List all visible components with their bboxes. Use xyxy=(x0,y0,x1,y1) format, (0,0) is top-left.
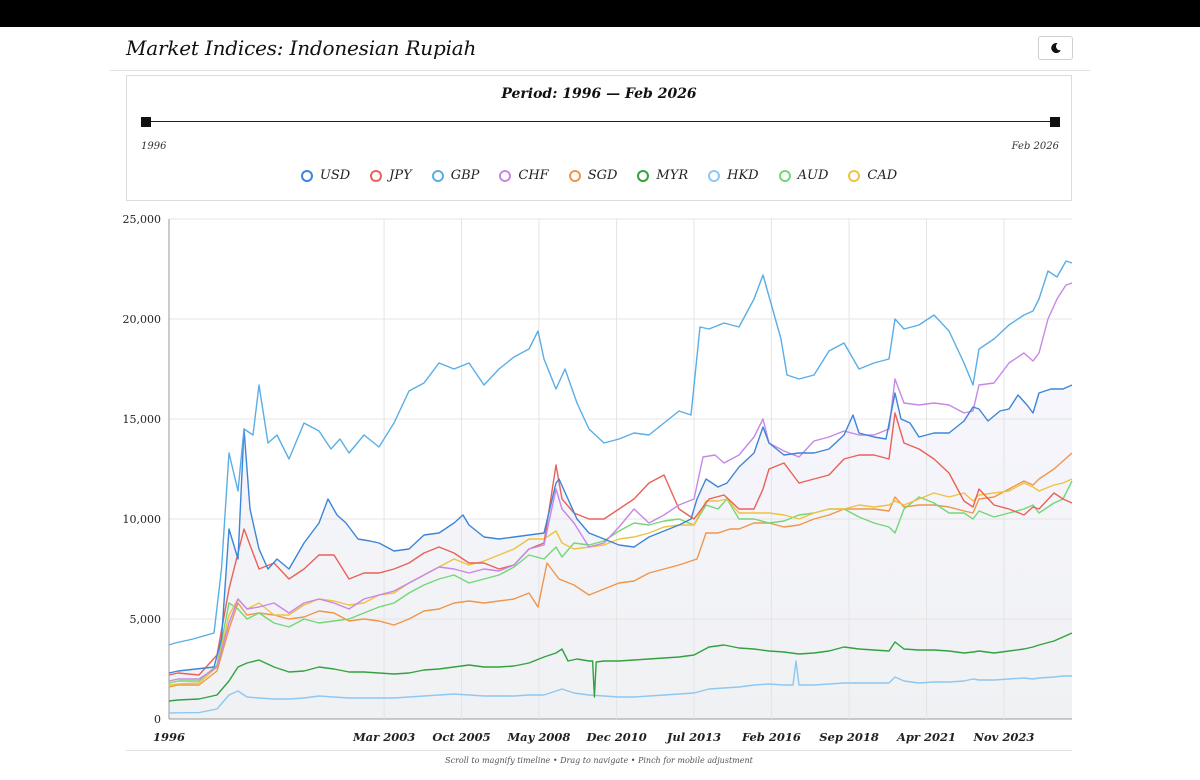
y-tick-label: 20,000 xyxy=(123,313,162,326)
series-line-chf xyxy=(168,282,1073,682)
x-tick-label: Mar 2003 xyxy=(352,730,415,744)
legend-item-aud[interactable]: AUD xyxy=(778,168,829,183)
series-line-hkd xyxy=(168,660,1072,714)
legend-label: USD xyxy=(319,168,351,183)
x-tick-label: Jul 2013 xyxy=(665,730,721,744)
x-tick-label: Nov 2023 xyxy=(972,730,1034,744)
timeline-end-handle[interactable] xyxy=(1050,117,1060,127)
usd-area-fill xyxy=(169,385,1072,719)
y-tick-label: 10,000 xyxy=(123,513,162,526)
legend-marker-icon xyxy=(370,169,383,182)
legend-label: GBP xyxy=(450,168,480,183)
legend-marker-icon xyxy=(300,169,313,182)
moon-icon xyxy=(1050,43,1061,54)
x-tick-label: Oct 2005 xyxy=(432,730,490,744)
legend-marker-icon xyxy=(778,169,791,182)
y-tick-label: 15,000 xyxy=(123,413,162,426)
header: Market Indices: Indonesian Rupiah xyxy=(110,27,1090,71)
timeline-start-handle[interactable] xyxy=(141,117,151,127)
legend-item-myr[interactable]: MYR xyxy=(637,168,688,183)
timeline-track[interactable] xyxy=(145,121,1055,122)
legend-item-sgd[interactable]: SGD xyxy=(568,168,618,183)
page-title: Market Indices: Indonesian Rupiah xyxy=(126,36,477,60)
legend-label: AUD xyxy=(797,168,829,183)
legend-label: CAD xyxy=(867,168,898,183)
legend-label: CHF xyxy=(518,168,549,183)
theme-toggle-button[interactable] xyxy=(1038,36,1073,60)
legend-marker-icon xyxy=(708,169,721,182)
period-title: Period: 1996 — Feb 2026 xyxy=(501,86,697,102)
series-line-gbp xyxy=(168,260,1073,646)
legend-item-hkd[interactable]: HKD xyxy=(708,168,759,183)
legend-item-usd[interactable]: USD xyxy=(300,168,351,183)
series-line-usd xyxy=(168,384,1073,674)
x-tick-label: Apr 2021 xyxy=(896,730,956,744)
legend-marker-icon xyxy=(848,169,861,182)
series-line-aud xyxy=(168,480,1073,684)
legend-label: MYR xyxy=(656,168,689,183)
series-line-jpy xyxy=(168,412,1073,676)
footnote: Scroll to magnify timeline • Drag to nav… xyxy=(126,750,1072,765)
legend-marker-icon xyxy=(568,169,581,182)
legend-label: JPY xyxy=(389,168,412,183)
timeline-end-label: Feb 2026 xyxy=(1011,141,1059,152)
y-tick-label: 0 xyxy=(154,713,161,726)
legend-item-gbp[interactable]: GBP xyxy=(431,168,480,183)
legend-marker-icon xyxy=(431,169,444,182)
x-tick-label: Dec 2010 xyxy=(585,730,646,744)
legend-item-jpy[interactable]: JPY xyxy=(370,168,412,183)
timeline-panel: Period: 1996 — Feb 2026 1996 Feb 2026 US… xyxy=(126,75,1072,201)
x-tick-label: Feb 2016 xyxy=(741,730,801,744)
x-tick-label: May 2008 xyxy=(506,730,570,744)
timeline-start-label: 1996 xyxy=(141,141,167,152)
legend: USD JPY GBP CHF SGD MYR HKD AUD CAD xyxy=(127,168,1071,183)
y-tick-label: 5,000 xyxy=(130,613,162,626)
x-tick-label: 1996 xyxy=(153,730,185,744)
legend-item-cad[interactable]: CAD xyxy=(848,168,897,183)
series-line-sgd xyxy=(168,452,1073,688)
legend-marker-icon xyxy=(637,169,650,182)
x-tick-label: Sep 2018 xyxy=(819,730,879,744)
top-bar xyxy=(0,0,1200,27)
legend-marker-icon xyxy=(499,169,512,182)
y-tick-label: 25,000 xyxy=(123,213,162,226)
legend-item-chf[interactable]: CHF xyxy=(499,168,549,183)
legend-label: SGD xyxy=(587,168,618,183)
series-line-myr xyxy=(168,632,1073,702)
legend-label: HKD xyxy=(727,168,759,183)
